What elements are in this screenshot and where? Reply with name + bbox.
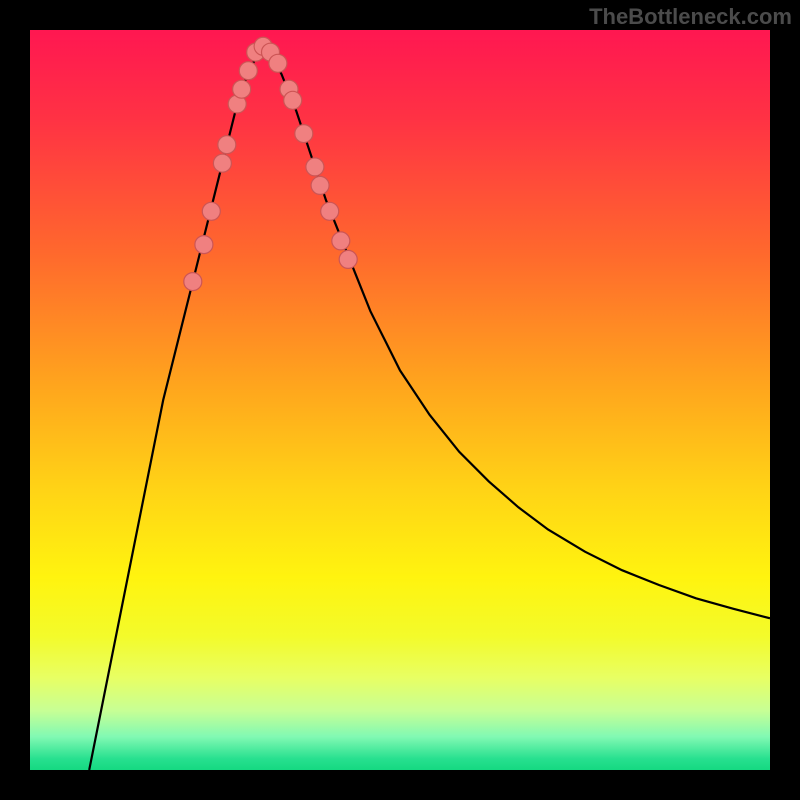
- data-marker: [239, 62, 257, 80]
- data-marker: [233, 80, 251, 98]
- data-marker: [339, 250, 357, 268]
- data-marker: [202, 202, 220, 220]
- data-marker: [332, 232, 350, 250]
- chart-background: [30, 30, 770, 770]
- data-marker: [295, 125, 313, 143]
- data-marker: [311, 176, 329, 194]
- data-marker: [218, 136, 236, 154]
- data-marker: [184, 273, 202, 291]
- data-marker: [195, 236, 213, 254]
- data-marker: [284, 91, 302, 109]
- data-marker: [213, 154, 231, 172]
- chart-svg: [30, 30, 770, 770]
- data-marker: [269, 54, 287, 72]
- data-marker: [306, 158, 324, 176]
- chart-plot-area: [30, 30, 770, 770]
- data-marker: [321, 202, 339, 220]
- watermark-text: TheBottleneck.com: [589, 4, 792, 30]
